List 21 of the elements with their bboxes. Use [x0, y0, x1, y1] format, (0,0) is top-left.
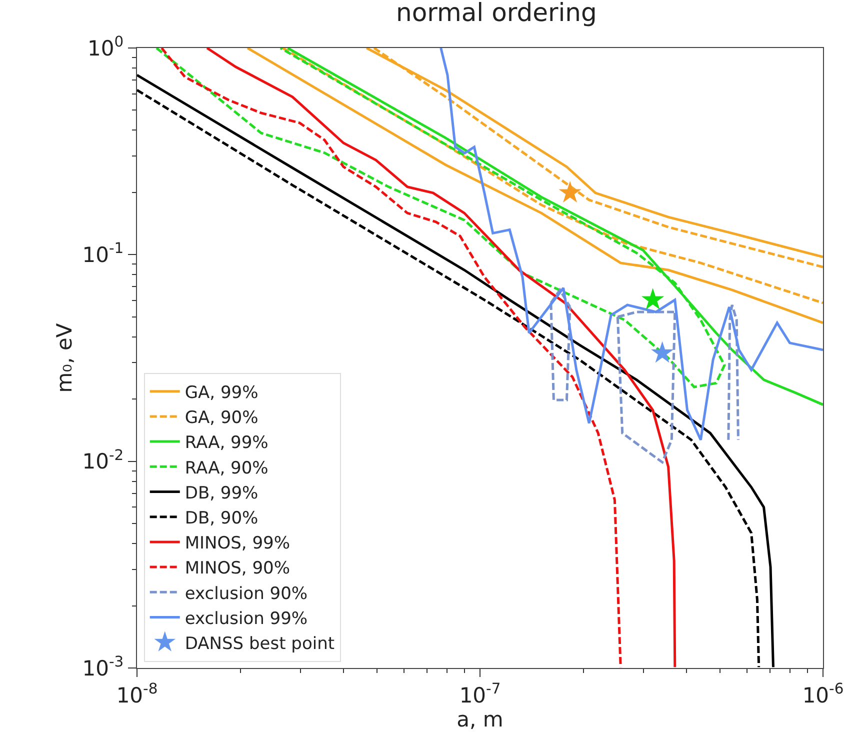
x-tick-label: 10$^{-6}$ [802, 680, 844, 708]
legend-label: DB, 99% [184, 483, 258, 504]
legend-label: MINOS, 99% [184, 534, 290, 554]
legend-label: RAA, 99% [184, 433, 268, 454]
legend-label: RAA, 90% [184, 458, 268, 478]
legend-label: GA, 99% [184, 382, 258, 403]
x-tick-label: 10$^{-8}$ [116, 680, 158, 708]
legend-label: exclusion 90% [184, 584, 308, 604]
legend-label: DANSS best point [184, 634, 335, 654]
y-tick-label: 10$^{-1}$ [82, 240, 124, 268]
y-axis-title: m₀, eV [52, 322, 76, 393]
x-tick-label: 10$^{-7}$ [459, 680, 501, 708]
legend-label: exclusion 99% [184, 608, 308, 629]
chart-title: normal ordering [396, 0, 597, 28]
y-tick-label: 10$^{-3}$ [82, 654, 124, 680]
y-tick-label: 10$^{-2}$ [82, 446, 124, 474]
legend-label: DB, 90% [184, 508, 258, 528]
x-axis-title: a, m [456, 707, 504, 732]
y-tick-label: 10$^{0}$ [88, 34, 124, 60]
legend-label: GA, 90% [184, 408, 258, 428]
legend-label: MINOS, 90% [184, 558, 290, 579]
